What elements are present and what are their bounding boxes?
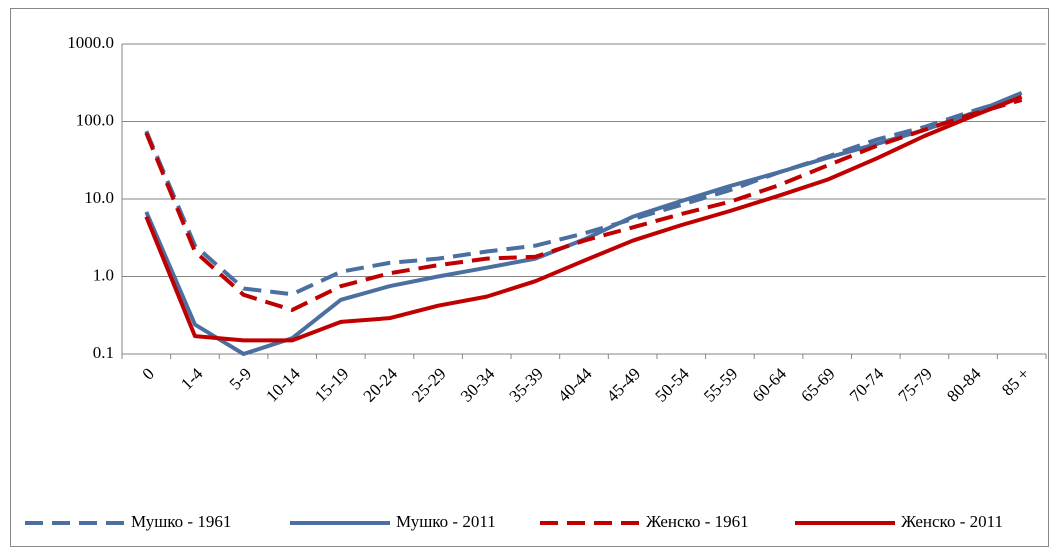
chart-border: [10, 8, 1049, 547]
legend-label: Женско - 2011: [901, 512, 1003, 531]
series-line: [144, 94, 1023, 343]
series-line: [144, 94, 1023, 297]
y-tick-label: 1.0: [93, 265, 114, 284]
y-tick-label: 0.1: [93, 343, 114, 362]
series-line: [144, 97, 1023, 312]
y-tick-label: 100.0: [76, 110, 114, 129]
y-tick-label: 10.0: [84, 188, 114, 207]
legend-label: Мушко - 1961: [131, 512, 231, 531]
legend-label: Женско - 1961: [646, 512, 749, 531]
legend-label: Мушко - 2011: [396, 512, 496, 531]
y-tick-label: 1000.0: [67, 33, 114, 52]
